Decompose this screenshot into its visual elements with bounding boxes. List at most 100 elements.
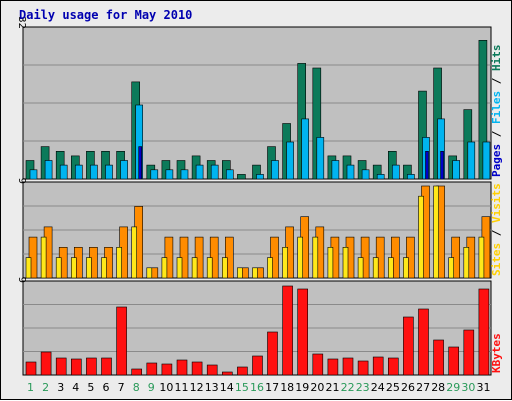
bar-sites-day-15 xyxy=(237,267,243,279)
bar-kbytes-day-22 xyxy=(342,357,354,376)
bar-files-day-25 xyxy=(391,164,400,180)
panel-max-label: 9 xyxy=(16,178,27,184)
day-label: 20 xyxy=(310,381,324,394)
bar-files-day-7 xyxy=(120,160,128,180)
bar-sites-day-12 xyxy=(191,257,198,279)
bar-files-day-9 xyxy=(150,169,159,180)
bar-sites-day-8 xyxy=(131,226,137,279)
day-label: 14 xyxy=(220,381,234,394)
bar-files-day-26 xyxy=(407,174,415,180)
bar-kbytes-day-24 xyxy=(372,356,384,376)
bar-kbytes-day-27 xyxy=(418,308,429,376)
day-label: 13 xyxy=(205,381,219,394)
bar-kbytes-day-8 xyxy=(131,368,142,376)
bar-sites-day-17 xyxy=(267,257,273,279)
bar-sites-day-31 xyxy=(478,236,485,279)
bar-sites-day-26 xyxy=(403,257,409,279)
bar-sites-day-2 xyxy=(40,236,47,279)
bar-sites-day-21 xyxy=(327,247,334,279)
bar-files-day-18 xyxy=(286,141,294,180)
bar-sites-day-10 xyxy=(161,257,168,279)
legend-segment: Sites xyxy=(490,243,503,276)
day-label: 17 xyxy=(265,381,279,394)
bar-kbytes-day-16 xyxy=(252,355,263,376)
bar-sites-day-5 xyxy=(86,257,92,279)
bar-kbytes-day-19 xyxy=(297,288,309,376)
day-label: 11 xyxy=(175,381,189,394)
bar-files-day-5 xyxy=(90,164,98,180)
bar-files-day-2 xyxy=(44,160,53,180)
bar-files-day-10 xyxy=(165,169,174,180)
bar-sites-day-23 xyxy=(357,257,364,279)
day-label: 27 xyxy=(416,381,430,394)
day-label: 28 xyxy=(431,381,445,394)
panel-sites-visits: 9 xyxy=(16,178,492,279)
legend-segment: Files xyxy=(490,91,503,124)
day-label: 18 xyxy=(280,381,294,394)
bar-files-day-21 xyxy=(331,160,340,180)
panel-max-label: 9 xyxy=(16,277,27,283)
day-label: 4 xyxy=(72,381,79,394)
day-label: 5 xyxy=(87,381,94,394)
day-label: 8 xyxy=(133,381,140,394)
day-label: 3 xyxy=(57,381,64,394)
bar-kbytes-day-6 xyxy=(101,357,112,376)
bar-files-day-23 xyxy=(361,169,370,180)
bar-sites-day-4 xyxy=(71,257,77,279)
bar-files-day-6 xyxy=(105,164,113,180)
day-label: 6 xyxy=(103,381,110,394)
bar-sites-day-29 xyxy=(448,257,455,279)
bar-sites-day-28 xyxy=(433,185,439,279)
bar-files-day-31 xyxy=(482,141,491,180)
legend-segment: / xyxy=(490,71,503,91)
day-label: 19 xyxy=(295,381,309,394)
bar-kbytes-day-3 xyxy=(55,357,67,376)
day-label: 24 xyxy=(371,381,385,394)
chart-title: Daily usage for May 2010 xyxy=(19,8,192,22)
bar-files-day-17 xyxy=(271,160,279,180)
legend-segment: Visits xyxy=(490,183,503,223)
bar-kbytes-day-9 xyxy=(146,362,158,376)
bar-files-day-20 xyxy=(316,137,325,180)
bar-kbytes-day-13 xyxy=(206,364,218,376)
day-label: 30 xyxy=(461,381,475,394)
bar-files-day-19 xyxy=(301,118,310,180)
bar-sites-day-16 xyxy=(252,267,258,279)
bar-files-day-4 xyxy=(75,164,83,180)
bar-kbytes-day-5 xyxy=(86,357,97,376)
bar-pages-day-27 xyxy=(425,151,429,180)
bar-kbytes-day-2 xyxy=(40,351,52,376)
bar-files-day-12 xyxy=(195,164,204,180)
bar-files-day-16 xyxy=(256,174,264,180)
bar-sites-day-25 xyxy=(387,257,394,279)
legend-segment: KBytes xyxy=(490,333,503,373)
bar-kbytes-day-29 xyxy=(448,346,460,376)
bar-kbytes-day-21 xyxy=(327,358,339,376)
bar-sites-day-19 xyxy=(297,236,304,279)
bar-kbytes-day-30 xyxy=(463,329,475,376)
day-label: 9 xyxy=(148,381,155,394)
day-label: 22 xyxy=(341,381,355,394)
legend-segment: Hits xyxy=(490,45,503,72)
bar-files-day-13 xyxy=(210,164,219,180)
bar-sites-day-18 xyxy=(282,247,288,279)
legend-segment: / xyxy=(490,223,503,243)
bar-sites-day-1 xyxy=(25,257,32,279)
bar-files-day-14 xyxy=(226,169,234,180)
bar-kbytes-day-17 xyxy=(267,331,278,376)
bar-files-day-24 xyxy=(376,174,385,180)
bar-sites-day-7 xyxy=(116,247,122,279)
bar-files-day-3 xyxy=(59,164,68,180)
bar-sites-day-24 xyxy=(372,257,379,279)
panel-max-label: 32 xyxy=(16,16,27,29)
bar-kbytes-day-25 xyxy=(387,357,399,376)
bar-pages-day-28 xyxy=(440,151,444,180)
day-label: 12 xyxy=(190,381,204,394)
day-label: 2 xyxy=(42,381,49,394)
bar-kbytes-day-23 xyxy=(357,360,369,376)
legend-bottom: KBytes xyxy=(490,333,503,373)
day-label: 25 xyxy=(386,381,400,394)
bar-sites-day-30 xyxy=(463,247,470,279)
